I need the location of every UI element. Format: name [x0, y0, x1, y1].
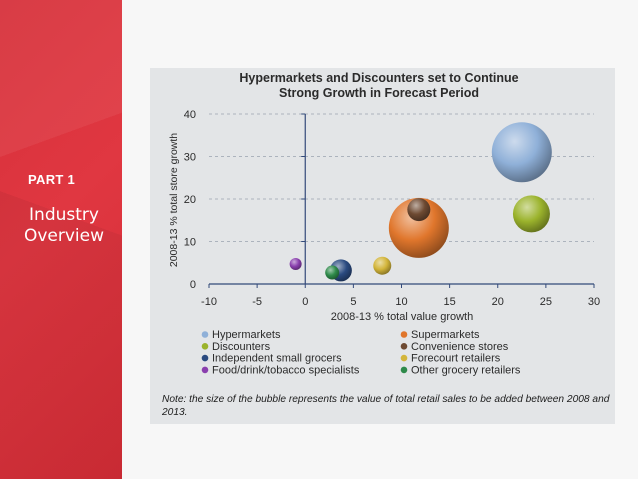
- legend-label: Food/drink/tobacco specialists: [212, 364, 360, 376]
- legend-label: Other grocery retailers: [411, 364, 521, 376]
- chart-title-line-2: Strong Growth in Forecast Period: [279, 86, 479, 100]
- legend-marker: [400, 343, 408, 350]
- legend-marker: [201, 354, 209, 362]
- legend-marker: [201, 343, 209, 350]
- chart-title: Hypermarkets and Discounters set to Cont…: [239, 71, 518, 100]
- legend-marker: [201, 366, 209, 374]
- section-title-line1: Industry: [29, 205, 99, 225]
- x-tick-label: 10: [395, 296, 407, 308]
- legend-label: Independent small grocers: [212, 353, 342, 365]
- bubble-convenience-stores: [407, 198, 431, 222]
- legend-label: Forecourt retailers: [411, 353, 501, 365]
- bubble-forecourt-retailers: [373, 256, 392, 275]
- x-axis-label: 2008-13 % total value growth: [331, 311, 473, 323]
- y-tick-label: 0: [190, 279, 196, 291]
- x-tick-label: 0: [302, 296, 308, 308]
- bubble-food-drink-tobacco-specialists: [289, 258, 302, 271]
- axis-labels: 2008-13 % total value growth 2008-13 % to…: [168, 133, 473, 323]
- x-tick-label: 20: [492, 296, 504, 308]
- legend-marker: [400, 354, 408, 362]
- y-tick-label: 20: [184, 194, 196, 206]
- y-axis-label: 2008-13 % total store growth: [168, 133, 180, 267]
- tick-labels: -10 -5 0 5 10 15 20 25 30 0 10 20 30 40: [184, 109, 600, 308]
- legend-label: Hypermarkets: [212, 329, 281, 341]
- bubble-other-grocery-retailers: [325, 265, 340, 280]
- x-tick-label: 5: [350, 296, 356, 308]
- legend-label: Convenience stores: [411, 341, 509, 353]
- y-tick-label: 10: [184, 237, 196, 249]
- bubble-hypermarkets: [491, 122, 552, 183]
- legend-marker: [400, 331, 408, 338]
- bubbles: [289, 122, 552, 282]
- chart-title-line-1: Hypermarkets and Discounters set to Cont…: [239, 71, 518, 85]
- legend-label: Supermarkets: [411, 329, 480, 341]
- section-title-line2: Overview: [23, 226, 105, 246]
- x-tick-label: 30: [588, 296, 600, 308]
- section-title: Industry Overview: [14, 205, 114, 247]
- bubble-discounters: [512, 195, 550, 233]
- axes: [208, 113, 595, 288]
- legend-marker: [201, 331, 209, 338]
- y-tick-label: 40: [184, 109, 196, 121]
- legend-marker: [400, 366, 408, 374]
- legend-label: Discounters: [212, 341, 271, 353]
- sidebar-decoration: [0, 0, 122, 479]
- part-label: PART 1: [28, 172, 76, 187]
- x-tick-label: 25: [540, 296, 552, 308]
- bubble-supermarkets: [388, 197, 449, 258]
- y-tick-label: 30: [184, 152, 196, 164]
- x-tick-label: -10: [201, 296, 217, 308]
- chart-note: Note: the size of the bubble represents …: [162, 394, 610, 418]
- x-tick-label: 15: [444, 296, 456, 308]
- sidebar: PART 1 Industry Overview: [0, 0, 122, 479]
- legend: Hypermarkets Supermarkets Discounters Conve…: [201, 329, 521, 376]
- x-tick-label: -5: [252, 296, 262, 308]
